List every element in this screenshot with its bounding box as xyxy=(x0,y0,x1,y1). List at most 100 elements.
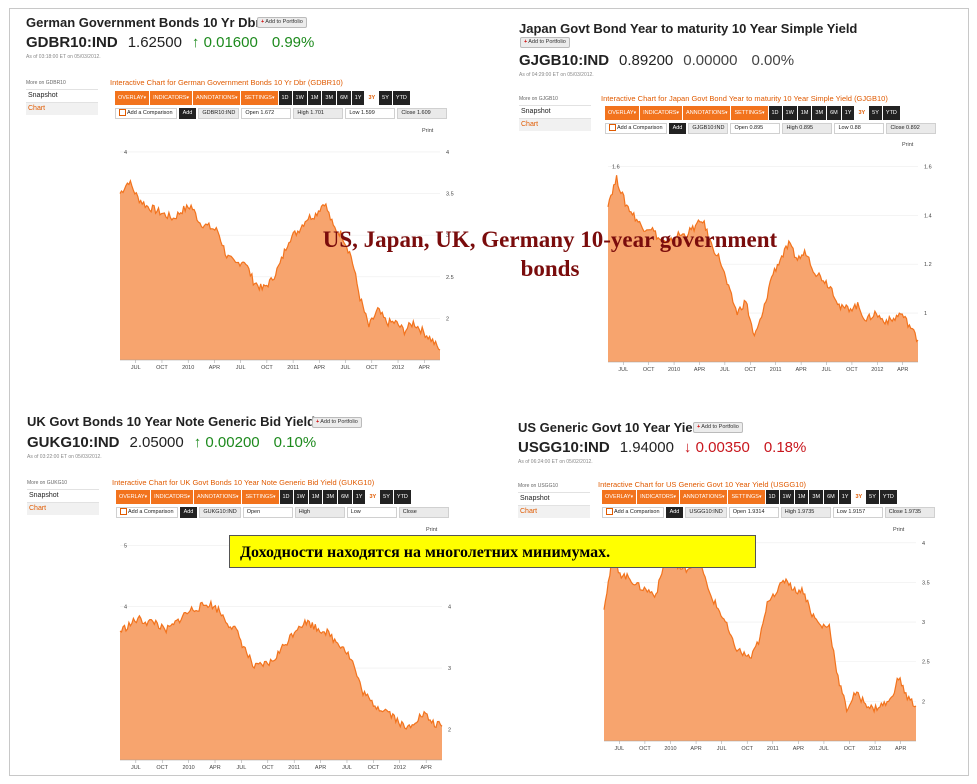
side-item-chart[interactable]: Chart xyxy=(519,118,591,131)
bond-yield-chart[interactable]: 222.52.5333.53.544JULOCT2010APRJULOCT201… xyxy=(119,127,470,384)
menu-indicators[interactable]: INDICATORS▾ xyxy=(151,490,194,504)
range-1m[interactable]: 1M xyxy=(308,490,323,504)
range-ytd[interactable]: YTD xyxy=(879,490,897,504)
symbol: USGG10:IND xyxy=(518,439,610,456)
range-3y[interactable]: 3Y xyxy=(852,490,866,504)
bond-yield-chart[interactable]: 111.21.21.41.41.61.6JULOCT2010APRJULOCT2… xyxy=(607,142,948,386)
add-comparison-input[interactable]: Add a Comparison xyxy=(115,108,177,119)
side-item-snapshot[interactable]: Snapshot xyxy=(519,105,591,118)
range-6m[interactable]: 6M xyxy=(338,490,352,504)
menu-annotations[interactable]: ANNOTATIONS▾ xyxy=(683,106,731,120)
chart-title[interactable]: Interactive Chart for German Government … xyxy=(110,78,343,87)
bond-yield-chart[interactable]: 22334455JULOCT2010APRJULOCT2011APRJULOCT… xyxy=(119,527,472,784)
menu-overlay[interactable]: OVERLAY▾ xyxy=(602,490,637,504)
range-3m[interactable]: 3M xyxy=(322,91,337,105)
side-item-snapshot[interactable]: Snapshot xyxy=(26,89,98,102)
range-5y[interactable]: 5Y xyxy=(379,91,392,105)
menu-overlay[interactable]: OVERLAY▾ xyxy=(115,91,150,105)
print-link[interactable]: Print xyxy=(422,128,434,134)
range-5y[interactable]: 5Y xyxy=(380,490,393,504)
low-value: 1.9157 xyxy=(848,509,866,515)
y-tick-label-right: 1.2 xyxy=(924,262,932,268)
menu-settings[interactable]: SETTINGS▾ xyxy=(242,490,279,504)
x-tick-label: OCT xyxy=(741,746,753,752)
menu-settings[interactable]: SETTINGS▾ xyxy=(728,490,765,504)
menu-indicators[interactable]: INDICATORS▾ xyxy=(637,490,680,504)
add-comparison-label: Add a Comparison xyxy=(617,125,663,131)
x-tick-label: APR xyxy=(209,365,220,371)
add-to-portfolio-button[interactable]: +Add to Portfolio xyxy=(312,417,362,428)
x-tick-label: APR xyxy=(694,367,705,373)
side-item-snapshot[interactable]: Snapshot xyxy=(27,489,99,502)
x-tick-label: APR xyxy=(421,765,432,771)
range-1w[interactable]: 1W xyxy=(782,106,797,120)
change: 0.00000 xyxy=(683,52,737,69)
print-link[interactable]: Print xyxy=(902,142,914,148)
range-1m[interactable]: 1M xyxy=(794,490,809,504)
range-1d[interactable]: 1D xyxy=(278,91,292,105)
menu-annotations[interactable]: ANNOTATIONS▾ xyxy=(194,490,242,504)
range-1d[interactable]: 1D xyxy=(768,106,782,120)
add-comparison-input[interactable]: Add a Comparison xyxy=(116,507,178,518)
add-button[interactable]: Add xyxy=(179,507,198,518)
more-on-ticker: GJGB10 xyxy=(538,96,558,102)
range-5y[interactable]: 5Y xyxy=(869,106,882,120)
menu-overlay[interactable]: OVERLAY▾ xyxy=(605,106,640,120)
range-6m[interactable]: 6M xyxy=(337,91,351,105)
range-1w[interactable]: 1W xyxy=(292,91,307,105)
range-1y[interactable]: 1Y xyxy=(838,490,852,504)
menu-indicators[interactable]: INDICATORS▾ xyxy=(640,106,683,120)
menu-annotations[interactable]: ANNOTATIONS▾ xyxy=(680,490,728,504)
range-5y[interactable]: 5Y xyxy=(866,490,879,504)
add-comparison-input[interactable]: Add a Comparison xyxy=(605,123,667,134)
menu-settings[interactable]: SETTINGS▾ xyxy=(731,106,768,120)
chart-title[interactable]: Interactive Chart for Japan Govt Bond Ye… xyxy=(601,94,888,103)
range-ytd[interactable]: YTD xyxy=(393,490,411,504)
range-1d[interactable]: 1D xyxy=(765,490,779,504)
range-3m[interactable]: 3M xyxy=(323,490,338,504)
range-3m[interactable]: 3M xyxy=(809,490,824,504)
change-percent: 0.00% xyxy=(751,52,795,69)
range-1m[interactable]: 1M xyxy=(797,106,812,120)
chart-title[interactable]: Interactive Chart for US Generic Govt 10… xyxy=(598,480,807,489)
range-ytd[interactable]: YTD xyxy=(392,91,410,105)
range-6m[interactable]: 6M xyxy=(827,106,841,120)
high-label: High xyxy=(298,509,310,515)
range-ytd[interactable]: YTD xyxy=(882,106,900,120)
open-cell: Open xyxy=(242,507,293,518)
add-button[interactable]: Add xyxy=(665,507,684,518)
range-1y[interactable]: 1Y xyxy=(841,106,855,120)
bond-yield-chart[interactable]: 222.52.5333.53.544JULOCT2010APRJULOCT201… xyxy=(603,527,946,765)
menu-settings[interactable]: SETTINGS▾ xyxy=(241,91,278,105)
range-1w[interactable]: 1W xyxy=(293,490,308,504)
menu-indicators[interactable]: INDICATORS▾ xyxy=(150,91,193,105)
add-button[interactable]: Add xyxy=(178,108,197,119)
range-1y[interactable]: 1Y xyxy=(351,91,365,105)
range-1y[interactable]: 1Y xyxy=(352,490,366,504)
x-tick-label: OCT xyxy=(639,746,651,752)
range-1d[interactable]: 1D xyxy=(279,490,293,504)
range-6m[interactable]: 6M xyxy=(824,490,838,504)
menu-overlay[interactable]: OVERLAY▾ xyxy=(116,490,151,504)
range-1w[interactable]: 1W xyxy=(779,490,794,504)
high-label: High xyxy=(784,509,796,515)
side-item-snapshot[interactable]: Snapshot xyxy=(518,492,590,505)
add-comparison-input[interactable]: Add a Comparison xyxy=(602,507,664,518)
menu-annotations[interactable]: ANNOTATIONS▾ xyxy=(193,91,241,105)
range-3y[interactable]: 3Y xyxy=(365,91,379,105)
side-item-chart[interactable]: Chart xyxy=(26,102,98,115)
add-button[interactable]: Add xyxy=(668,123,687,134)
range-3y[interactable]: 3Y xyxy=(855,106,869,120)
add-to-portfolio-button[interactable]: +Add to Portfolio xyxy=(257,17,307,28)
chart-title[interactable]: Interactive Chart for UK Govt Bonds 10 Y… xyxy=(112,478,375,487)
print-link[interactable]: Print xyxy=(893,527,905,533)
add-to-portfolio-button[interactable]: +Add to Portfolio xyxy=(693,422,743,433)
low-value: 1.599 xyxy=(361,110,375,116)
side-item-chart[interactable]: Chart xyxy=(27,502,99,515)
range-3y[interactable]: 3Y xyxy=(366,490,380,504)
side-item-chart[interactable]: Chart xyxy=(518,505,590,518)
print-link[interactable]: Print xyxy=(426,527,438,533)
range-1m[interactable]: 1M xyxy=(307,91,322,105)
add-to-portfolio-button[interactable]: +Add to Portfolio xyxy=(520,37,570,48)
range-3m[interactable]: 3M xyxy=(812,106,827,120)
